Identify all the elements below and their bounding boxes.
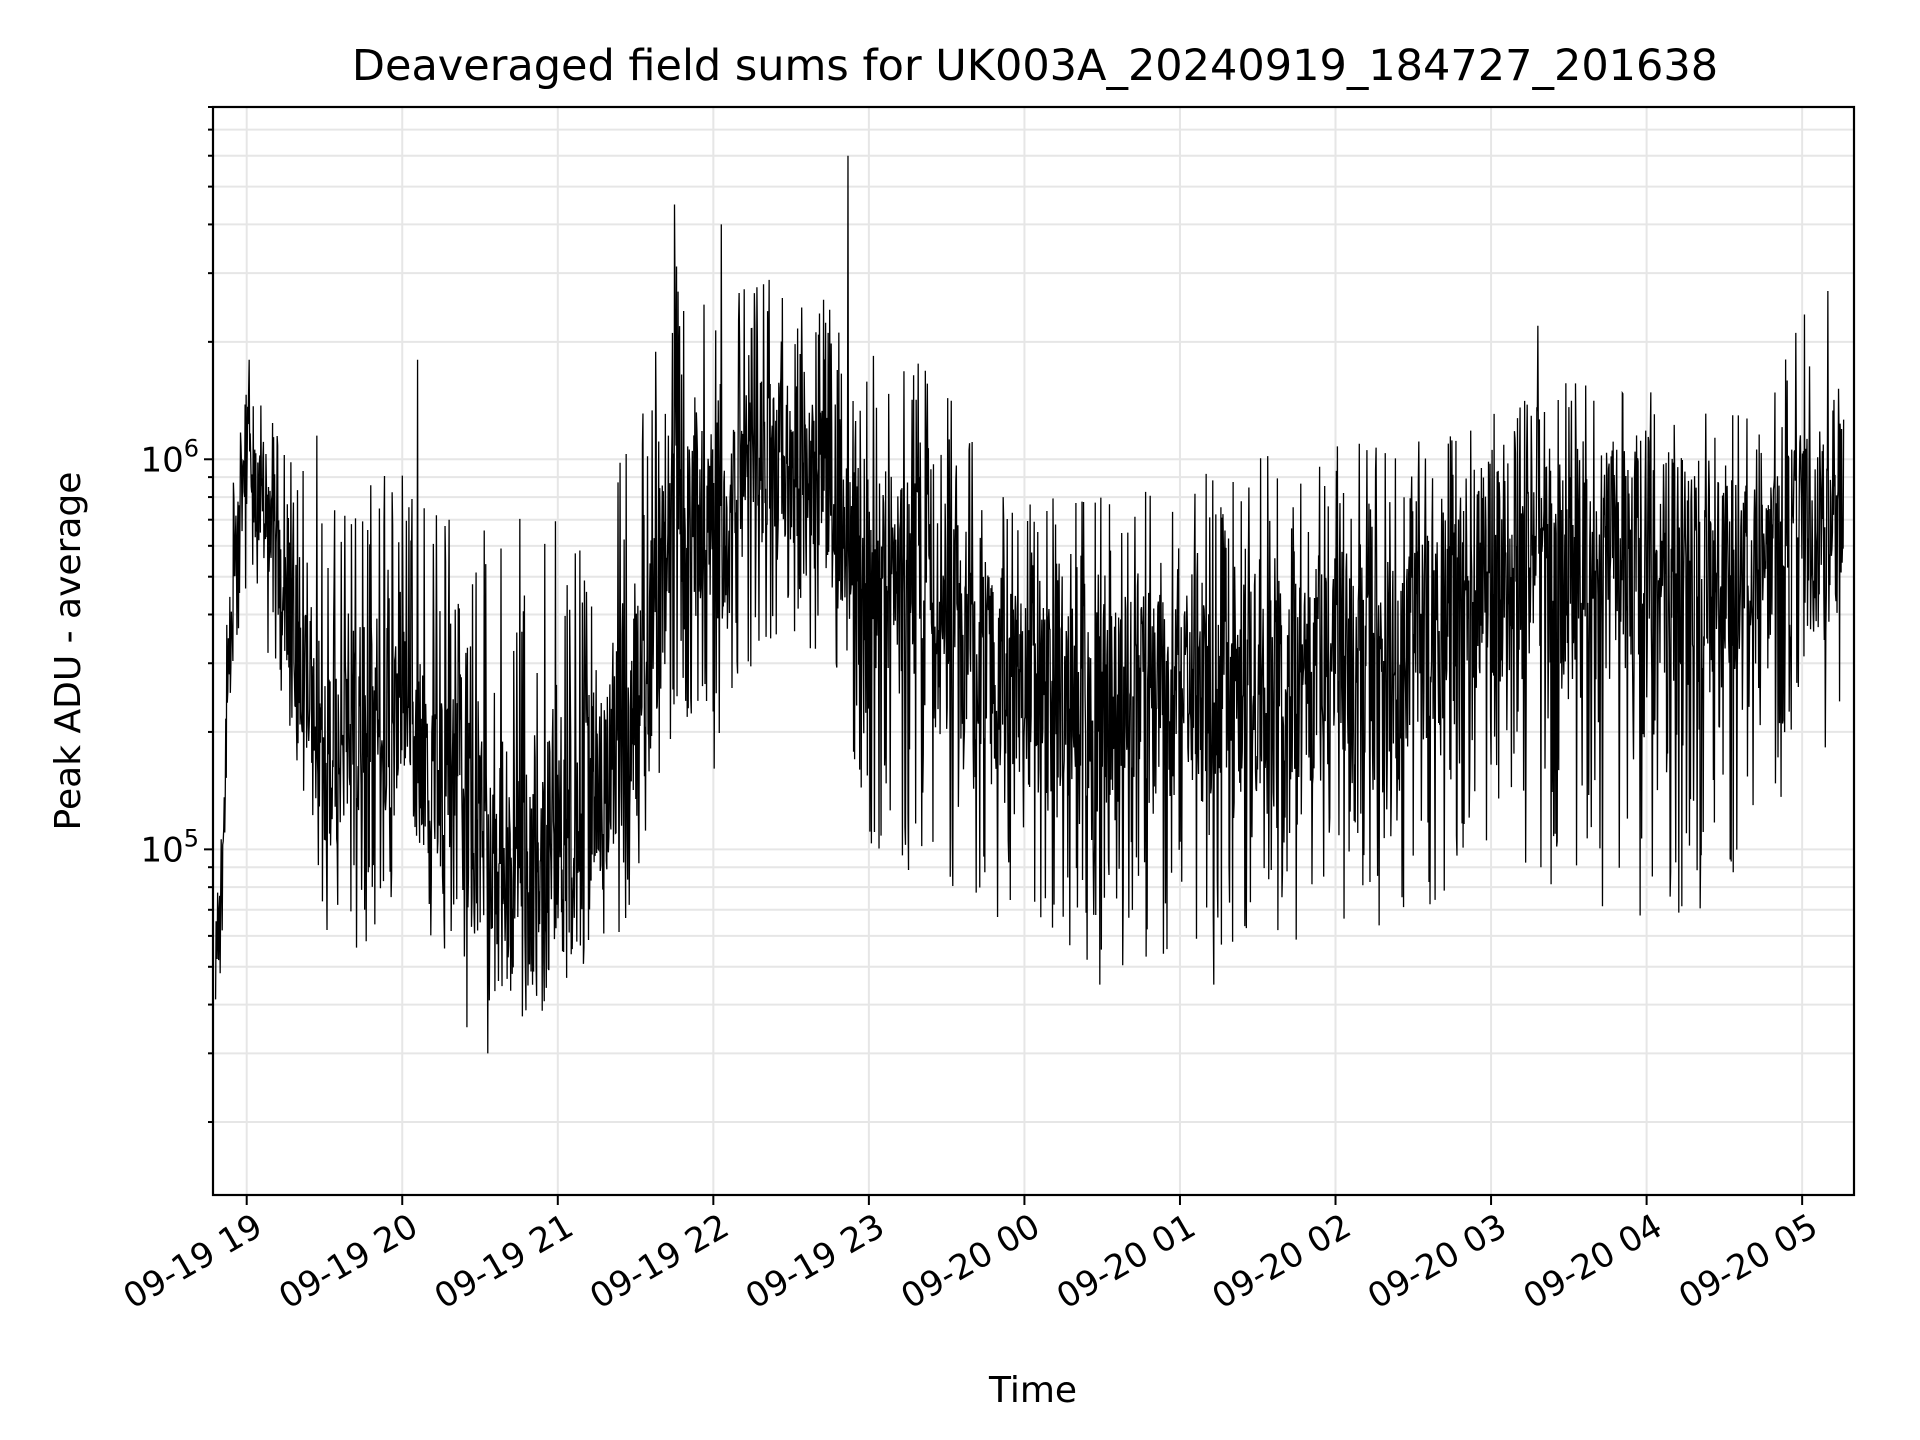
x-axis: 09-19 19 09-19 20 09-19 21 09-19 22 09-19 23… xyxy=(117,1195,1825,1317)
x-tick-label: 09-19 23 xyxy=(739,1206,891,1317)
x-tick-label: 09-20 00 xyxy=(895,1206,1047,1317)
x-tick-label: 09-20 01 xyxy=(1050,1206,1202,1317)
x-tick-label: 09-20 03 xyxy=(1361,1206,1513,1317)
x-tick-label: 09-19 19 xyxy=(117,1206,269,1317)
x-tick-label: 09-19 20 xyxy=(272,1206,424,1317)
y-tick-label-exponent: 6 xyxy=(184,434,199,462)
chart-title: Deaveraged field sums for UK003A_2024091… xyxy=(352,41,1718,91)
y-tick-label: 106 xyxy=(140,434,199,480)
plot-area xyxy=(214,155,1845,1054)
x-axis-label: Time xyxy=(988,1370,1077,1411)
y-axis-label: Peak ADU - average xyxy=(48,472,89,831)
x-tick-label: 09-19 21 xyxy=(428,1206,580,1317)
y-tick-label-base: 10 xyxy=(140,830,183,870)
x-tick-label: 09-20 04 xyxy=(1517,1206,1669,1317)
y-tick-label-exponent: 5 xyxy=(184,824,199,852)
axes-frame xyxy=(211,105,1856,1197)
y-tick-label-base: 10 xyxy=(140,440,183,480)
series-line xyxy=(214,155,1845,1054)
x-tick-label: 09-19 22 xyxy=(583,1206,735,1317)
y-tick-label: 105 xyxy=(140,824,199,870)
x-tick-label: 09-20 02 xyxy=(1206,1206,1358,1317)
x-tick-label: 09-20 05 xyxy=(1672,1206,1824,1317)
